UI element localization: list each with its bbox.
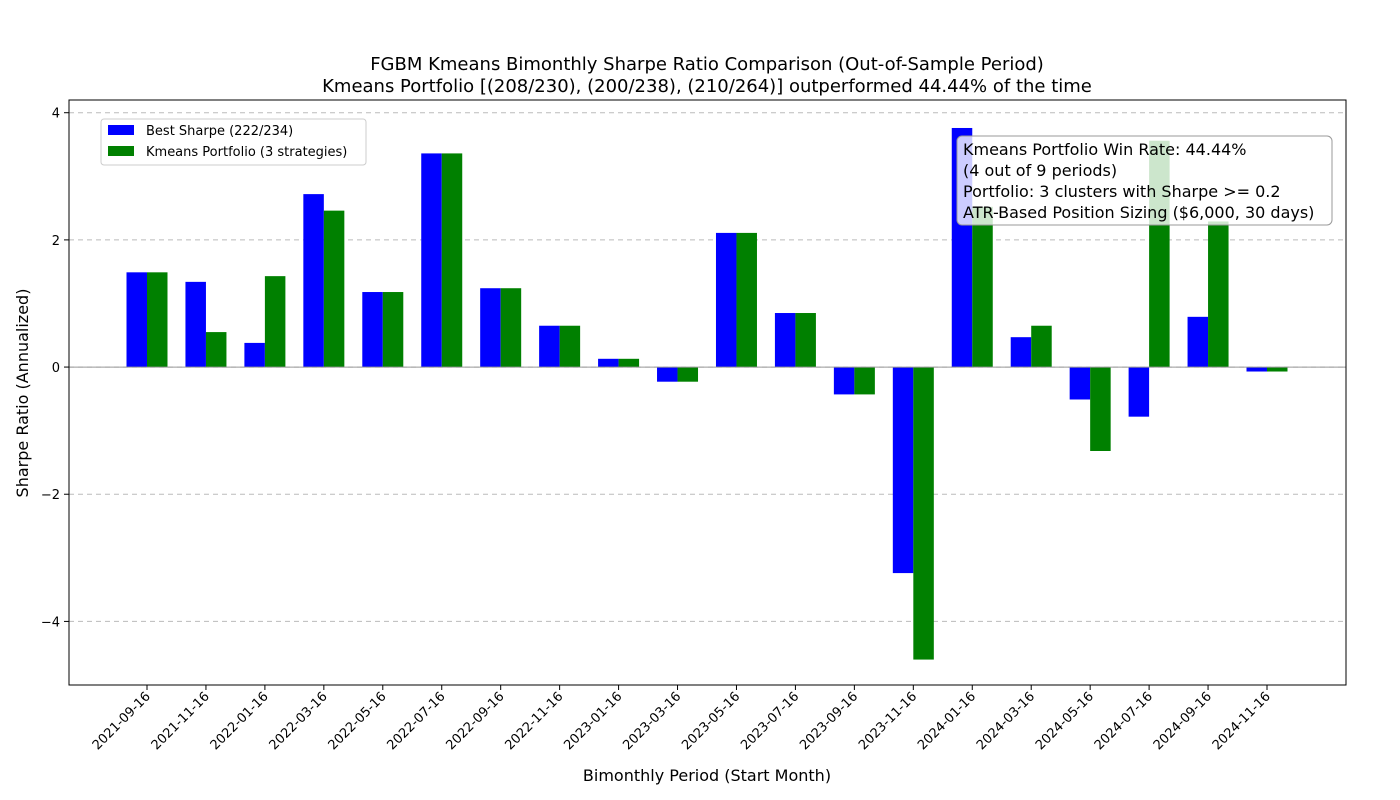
bar-kmeans-portfolio (441, 153, 463, 368)
legend-label-best-sharpe: Best Sharpe (222/234) (146, 124, 293, 139)
bar-kmeans-portfolio (382, 292, 404, 368)
bar-best-sharpe (1187, 316, 1209, 368)
stats-line-sizing: ATR-Based Position Sizing ($6,000, 30 da… (963, 203, 1314, 222)
bar-kmeans-portfolio (854, 367, 875, 395)
y-tick-label: −2 (41, 488, 60, 503)
bar-kmeans-portfolio (500, 288, 522, 368)
bar-best-sharpe (539, 325, 560, 368)
bar-kmeans-portfolio (1208, 221, 1229, 368)
bar-kmeans-portfolio (618, 358, 640, 368)
stats-line-portfolio: Portfolio: 3 clusters with Sharpe >= 0.2 (963, 182, 1281, 201)
chart-subtitle: Kmeans Portfolio [(208/230), (200/238), … (322, 76, 1092, 97)
bar-kmeans-portfolio (264, 276, 286, 368)
y-tick-label: −4 (41, 615, 60, 630)
bar-best-sharpe (480, 288, 501, 368)
bars (126, 127, 1288, 660)
bar-best-sharpe (126, 272, 147, 368)
bar-best-sharpe (185, 281, 206, 368)
legend-box (100, 118, 367, 166)
bar-best-sharpe (892, 367, 914, 574)
x-axis-label: Bimonthly Period (Start Month) (583, 766, 831, 785)
bar-best-sharpe (774, 313, 796, 368)
stats-line-win-rate: Kmeans Portfolio Win Rate: 44.44% (963, 140, 1247, 159)
bar-best-sharpe (1069, 367, 1091, 400)
bar-best-sharpe (598, 358, 619, 368)
bar-kmeans-portfolio (913, 367, 934, 660)
bar-kmeans-portfolio (1090, 367, 1111, 451)
bar-kmeans-portfolio (205, 332, 227, 368)
bar-best-sharpe (1128, 367, 1150, 417)
legend-swatch-best-sharpe (108, 125, 134, 135)
y-axis-ticks: −4 −2 0 2 4 (41, 107, 69, 630)
y-tick-label: 0 (52, 361, 60, 376)
bar-kmeans-portfolio (795, 313, 816, 368)
y-tick-label: 4 (52, 107, 60, 122)
bar-best-sharpe (244, 342, 265, 368)
bar-best-sharpe (833, 367, 855, 395)
bar-kmeans-portfolio (972, 206, 993, 368)
bar-kmeans-portfolio (147, 272, 168, 368)
bar-kmeans-portfolio (1031, 325, 1052, 368)
y-axis-label: Sharpe Ratio (Annualized) (13, 289, 32, 498)
stats-annotation-box: Kmeans Portfolio Win Rate: 44.44% (4 out… (956, 135, 1333, 226)
bar-kmeans-portfolio (677, 367, 699, 382)
bar-best-sharpe (303, 194, 324, 368)
bar-kmeans-portfolio (559, 325, 581, 368)
bar-kmeans-portfolio (323, 210, 345, 368)
bar-best-sharpe (1010, 337, 1032, 368)
bar-kmeans-portfolio (736, 232, 757, 368)
bar-best-sharpe (715, 232, 737, 368)
plot-area-frame (68, 99, 1347, 686)
legend: Best Sharpe (222/234) Kmeans Portfolio (… (100, 118, 367, 166)
stats-box-background (956, 135, 1333, 226)
bar-best-sharpe (362, 292, 383, 368)
y-tick-label: 2 (52, 234, 60, 249)
stats-line-periods: (4 out of 9 periods) (963, 161, 1117, 180)
bar-kmeans-portfolio (1267, 367, 1288, 372)
legend-swatch-kmeans-portfolio (108, 146, 134, 156)
bar-best-sharpe (657, 367, 678, 382)
chart-title: FGBM Kmeans Bimonthly Sharpe Ratio Compa… (370, 54, 1044, 75)
bar-best-sharpe (1246, 367, 1267, 372)
legend-label-kmeans-portfolio: Kmeans Portfolio (3 strategies) (146, 145, 347, 160)
bar-best-sharpe (421, 153, 442, 368)
